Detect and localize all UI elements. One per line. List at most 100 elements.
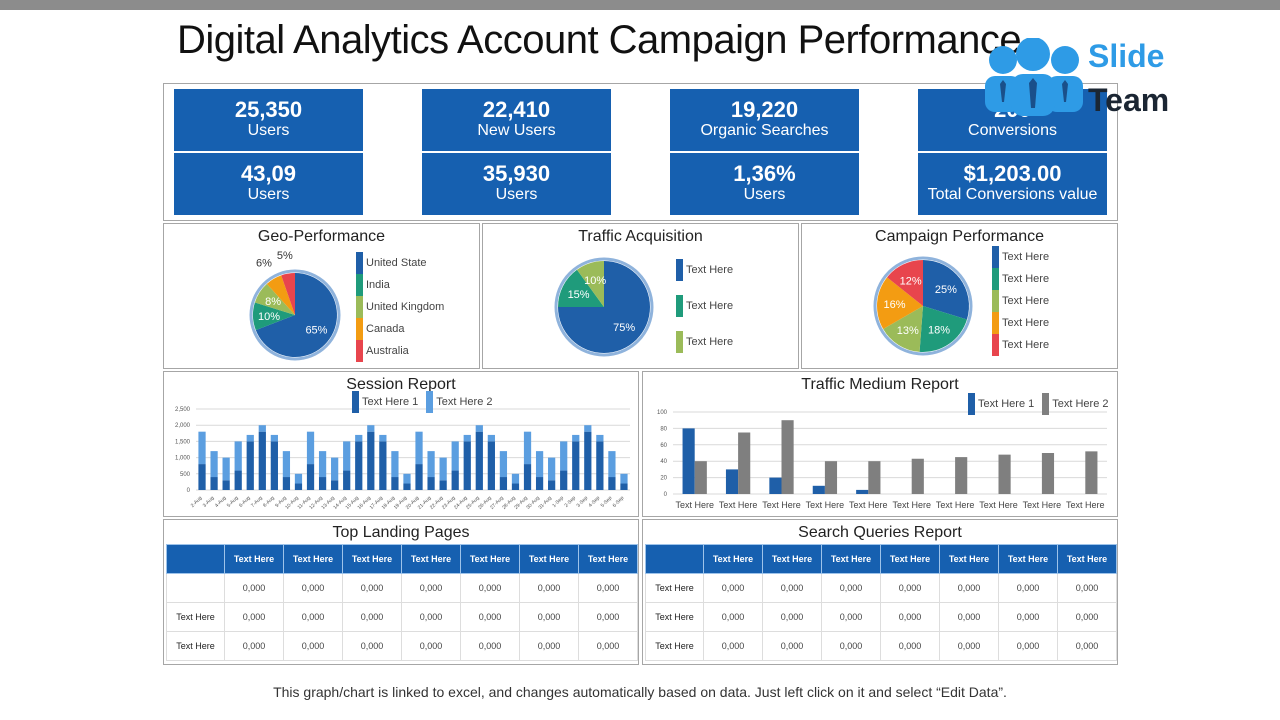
bar xyxy=(343,470,351,490)
x-tick-label: Text Here xyxy=(849,500,888,510)
table-cell: 0,000 xyxy=(519,631,579,661)
legend-label: Canada xyxy=(366,323,405,335)
x-tick-label: 5-Sep xyxy=(600,495,614,509)
bar xyxy=(427,451,435,478)
search-queries-report-panel: Search Queries Report Text Here Text Here T… xyxy=(642,519,1118,665)
legend-item: Text Here xyxy=(992,246,1049,268)
legend-item: Canada xyxy=(356,318,444,340)
legend-item: Text Here 2 xyxy=(426,391,493,413)
table-cell: 0,000 xyxy=(1057,602,1117,632)
kpi-tile: 43,09 Users xyxy=(174,153,363,215)
logo-text-slide: Slide xyxy=(1088,38,1165,74)
bar xyxy=(318,477,327,490)
pie-slice xyxy=(883,306,923,352)
x-tick-label: Text Here xyxy=(762,500,801,510)
column-header: Text Here xyxy=(821,544,881,574)
legend-item: United State xyxy=(356,252,444,274)
chart-legend: Text Here 1 Text Here 2 xyxy=(352,391,493,413)
bar xyxy=(463,434,471,442)
column-header: Text Here xyxy=(703,544,763,574)
x-tick-label: 7-Aug xyxy=(250,495,264,509)
bar xyxy=(463,441,471,490)
bar xyxy=(403,483,411,490)
chart-title: Traffic Acquisition xyxy=(578,228,703,245)
bar xyxy=(367,431,375,490)
legend-swatch xyxy=(356,318,363,340)
kpi-value: 19,220 xyxy=(730,97,799,122)
bar xyxy=(535,451,544,478)
pie-data-label: 15% xyxy=(568,289,590,301)
bar xyxy=(451,470,459,490)
table-cell: 0,000 xyxy=(460,631,520,661)
pie-slice xyxy=(253,302,295,331)
legend-item: Text Here xyxy=(676,288,733,324)
table-cell: 0,000 xyxy=(939,602,999,632)
bar xyxy=(560,441,568,471)
traffic-acquisition-panel: Traffic Acquisition 75% 15% 10% Text Here Tex… xyxy=(482,223,799,369)
legend-label: Text Here xyxy=(686,264,734,276)
x-tick-label: Text Here xyxy=(806,500,845,510)
row-header xyxy=(166,573,225,603)
pie-data-label: 5% xyxy=(277,250,293,262)
bar xyxy=(572,434,580,442)
legend-swatch xyxy=(356,252,363,274)
chart-title: Traffic Medium Report xyxy=(801,376,959,393)
column-header: Text Here xyxy=(998,544,1058,574)
legend-item: United Kingdom xyxy=(356,296,444,318)
table-cell: 0,000 xyxy=(821,631,881,661)
pie-slice xyxy=(923,260,969,320)
table-cell: 0,000 xyxy=(224,602,284,632)
table-cell: 0,000 xyxy=(998,573,1058,603)
x-tick-label: 6-Sep xyxy=(612,495,626,509)
bar xyxy=(379,441,387,490)
bar xyxy=(258,431,266,490)
x-tick-label: 6-Aug xyxy=(238,495,252,509)
pie-data-label: 10% xyxy=(584,275,606,287)
table-cell: 0,000 xyxy=(401,631,461,661)
bar xyxy=(868,461,881,494)
kpi-tile: 35,930 Users xyxy=(422,153,611,215)
table-row: Text Here 0,000 0,000 0,000 0,000 0,000 0,000 0… xyxy=(645,573,1117,603)
bar xyxy=(403,473,411,484)
bar xyxy=(355,434,363,442)
legend-item: Text Here xyxy=(676,252,733,288)
table-cell: 0,000 xyxy=(703,631,763,661)
bar xyxy=(222,457,230,481)
legend-label: Text Here xyxy=(686,336,734,348)
bar xyxy=(210,451,218,478)
legend-item: Text Here 2 xyxy=(1042,393,1109,415)
kpi-panel: 25,350 Users 22,410 New Users 19,220 Organic … xyxy=(163,83,1118,221)
legend-swatch xyxy=(992,312,999,334)
table-cell: 0,000 xyxy=(460,573,520,603)
chart-title: Campaign Performance xyxy=(875,228,1044,245)
x-tick-label: 3-Aug xyxy=(202,495,216,509)
table-cell: 0,000 xyxy=(703,602,763,632)
column-header: Text Here xyxy=(578,544,638,574)
bar xyxy=(367,425,375,432)
bar xyxy=(548,480,556,490)
legend-item: Text Here xyxy=(992,268,1049,290)
chart-legend: United State India United Kingdom Canada Aus… xyxy=(356,252,444,362)
table-cell: 0,000 xyxy=(283,631,343,661)
legend-swatch xyxy=(676,259,683,281)
bar xyxy=(391,477,399,490)
column-header: Text Here xyxy=(1057,544,1117,574)
table-cell: 0,000 xyxy=(1057,573,1117,603)
table-cell: 0,000 xyxy=(821,602,881,632)
legend-swatch xyxy=(676,295,683,317)
bar xyxy=(560,470,568,490)
x-tick-label: Text Here xyxy=(675,500,714,510)
table-cell: 0,000 xyxy=(578,631,638,661)
bar xyxy=(682,428,695,494)
bar xyxy=(210,477,218,490)
bar xyxy=(355,441,363,490)
table-cell: 0,000 xyxy=(762,573,822,603)
bar xyxy=(911,458,924,494)
kpi-value: 1,36% xyxy=(733,161,796,186)
table-cell: 0,000 xyxy=(519,602,579,632)
table-cell: 0,000 xyxy=(762,602,822,632)
pie-slice xyxy=(266,275,295,315)
bar xyxy=(246,441,254,490)
campaign-performance-panel: Campaign Performance 25% 18% 13% 16% 12% Text … xyxy=(801,223,1118,369)
column-header xyxy=(645,544,704,574)
